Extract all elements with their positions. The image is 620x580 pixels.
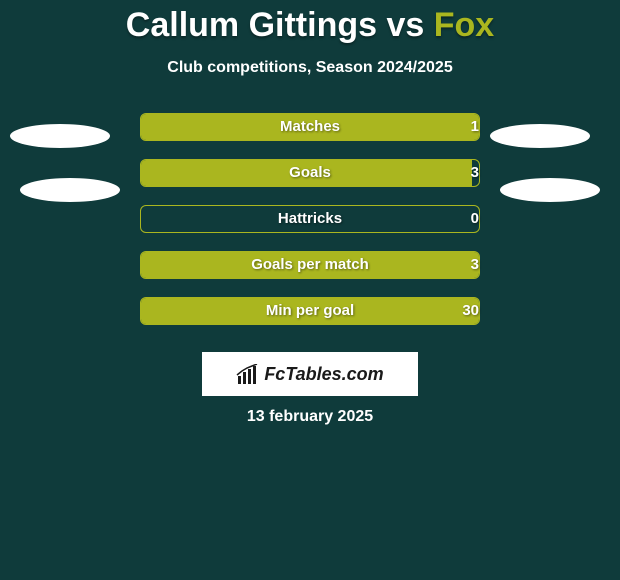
vs-label: vs — [386, 6, 424, 44]
bar-track — [140, 251, 480, 279]
player1-name: Callum Gittings — [126, 6, 377, 44]
logo-box: FcTables.com — [202, 352, 418, 396]
date-label: 13 february 2025 — [0, 408, 620, 426]
bar-fill — [141, 298, 479, 324]
bar-fill — [141, 252, 479, 278]
bar-fill — [141, 114, 479, 140]
comparison-infographic: Callum Gittings vs Fox Club competitions… — [0, 0, 620, 580]
stat-row: Min per goal 30 — [0, 297, 620, 327]
stat-row: Hattricks 0 — [0, 205, 620, 235]
bar-fill — [141, 160, 472, 186]
stat-row: Goals 3 — [0, 159, 620, 189]
fctables-logo: FcTables.com — [236, 364, 383, 385]
stat-rows: Matches 1 Goals 3 Hattricks 0 Goals per … — [0, 113, 620, 327]
player2-name: Fox — [434, 6, 494, 44]
barchart-icon — [236, 364, 258, 384]
bar-track — [140, 297, 480, 325]
stat-row: Goals per match 3 — [0, 251, 620, 281]
stat-row: Matches 1 — [0, 113, 620, 143]
bar-track — [140, 205, 480, 233]
title: Callum Gittings vs Fox — [0, 0, 620, 45]
bar-track — [140, 159, 480, 187]
logo-text: FcTables.com — [264, 364, 383, 385]
subtitle: Club competitions, Season 2024/2025 — [0, 59, 620, 77]
bar-track — [140, 113, 480, 141]
